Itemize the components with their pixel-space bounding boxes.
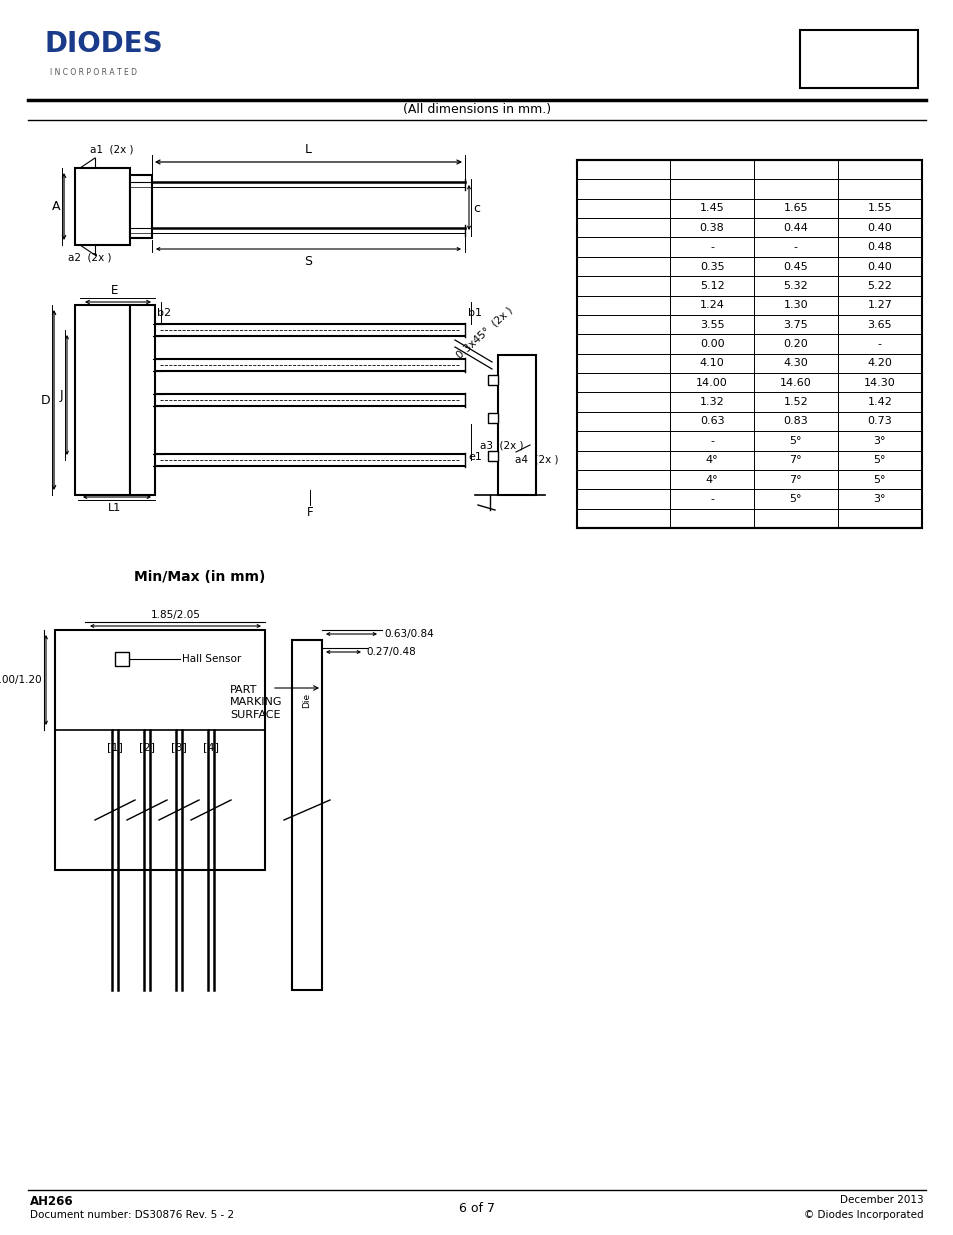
Text: 14.60: 14.60 (780, 378, 811, 388)
Bar (115, 652, 129, 666)
Text: S: S (304, 254, 313, 268)
Text: 5°: 5° (789, 494, 801, 504)
Text: 1.55: 1.55 (866, 204, 891, 214)
Text: D: D (40, 394, 50, 406)
Text: December 2013: December 2013 (840, 1195, 923, 1205)
Text: 14.00: 14.00 (696, 378, 727, 388)
Text: [3]: [3] (171, 742, 187, 752)
Text: 3.55: 3.55 (699, 320, 723, 330)
Bar (292, 640, 322, 990)
Text: a2  (2x ): a2 (2x ) (68, 252, 112, 262)
Text: 3.75: 3.75 (782, 320, 807, 330)
Text: -: - (877, 338, 881, 350)
Bar (130, 175, 152, 238)
Text: 1.65: 1.65 (782, 204, 807, 214)
Text: a4  (2x ): a4 (2x ) (515, 454, 558, 466)
Text: L: L (305, 143, 312, 156)
Text: Hall Sensor: Hall Sensor (182, 655, 241, 664)
Text: 0.00: 0.00 (699, 338, 723, 350)
Text: 4.10: 4.10 (699, 358, 723, 368)
Text: -: - (709, 436, 713, 446)
Text: 0.40: 0.40 (866, 262, 891, 272)
Text: 4°: 4° (705, 456, 718, 466)
Bar (75, 168, 130, 245)
Text: a1  (2x ): a1 (2x ) (90, 144, 133, 156)
Text: 0.44: 0.44 (782, 222, 807, 232)
Text: b1: b1 (468, 308, 481, 317)
Text: 0.3x45°  (2x ): 0.3x45° (2x ) (455, 305, 515, 361)
Text: AH266: AH266 (30, 1195, 73, 1208)
Text: 1.24: 1.24 (699, 300, 723, 310)
Text: 7°: 7° (789, 474, 801, 484)
Text: F: F (306, 506, 313, 519)
Text: DIODES: DIODES (45, 30, 164, 58)
Text: 1.27: 1.27 (866, 300, 891, 310)
Bar (55, 630, 265, 869)
Text: 0.40: 0.40 (866, 222, 891, 232)
Text: 1.32: 1.32 (699, 398, 723, 408)
Text: 5.12: 5.12 (699, 280, 723, 291)
Text: 0.48: 0.48 (866, 242, 891, 252)
Text: 0.83: 0.83 (782, 416, 807, 426)
Text: 4°: 4° (705, 474, 718, 484)
Text: -: - (709, 242, 713, 252)
Text: 1.52: 1.52 (782, 398, 807, 408)
Text: Min/Max (in mm): Min/Max (in mm) (134, 571, 265, 584)
Text: 3°: 3° (873, 436, 885, 446)
Text: 5°: 5° (789, 436, 801, 446)
Text: c: c (473, 201, 479, 215)
Text: e1: e1 (468, 452, 481, 462)
Bar (488, 412, 497, 424)
Text: [4]: [4] (203, 742, 219, 752)
Text: I N C O R P O R A T E D: I N C O R P O R A T E D (50, 68, 137, 77)
Text: 1.45: 1.45 (699, 204, 723, 214)
Text: (All dimensions in mm.): (All dimensions in mm.) (402, 104, 551, 116)
Bar (800, 30, 917, 88)
Bar (75, 305, 130, 495)
Text: A: A (51, 200, 60, 212)
Bar (488, 451, 497, 461)
Text: 1.85/2.05: 1.85/2.05 (151, 610, 201, 620)
Text: E: E (112, 284, 118, 296)
Text: 14.30: 14.30 (863, 378, 895, 388)
Text: 0.73: 0.73 (866, 416, 891, 426)
Text: 3°: 3° (873, 494, 885, 504)
Text: 5.32: 5.32 (782, 280, 807, 291)
Bar (488, 375, 497, 385)
Text: [1]: [1] (107, 742, 123, 752)
Text: 6 of 7: 6 of 7 (458, 1202, 495, 1215)
Text: 0.63/0.84: 0.63/0.84 (384, 629, 434, 638)
Bar (497, 354, 536, 495)
Text: J: J (59, 389, 63, 401)
Text: 0.35: 0.35 (699, 262, 723, 272)
Text: 1.00/1.20: 1.00/1.20 (0, 676, 42, 685)
Bar (577, 161, 921, 529)
Text: © Diodes Incorporated: © Diodes Incorporated (803, 1210, 923, 1220)
Text: 1.42: 1.42 (866, 398, 891, 408)
Text: -: - (793, 242, 797, 252)
Text: 3.65: 3.65 (866, 320, 891, 330)
Text: 5.22: 5.22 (866, 280, 891, 291)
Text: 1.30: 1.30 (782, 300, 807, 310)
Text: [2]: [2] (139, 742, 154, 752)
Text: Document number: DS30876 Rev. 5 - 2: Document number: DS30876 Rev. 5 - 2 (30, 1210, 233, 1220)
Text: 4.30: 4.30 (782, 358, 807, 368)
Text: a3  (2x ): a3 (2x ) (479, 440, 523, 450)
Text: Die: Die (302, 693, 312, 708)
Text: 5°: 5° (873, 474, 885, 484)
Text: 0.38: 0.38 (699, 222, 723, 232)
Text: 0.63: 0.63 (699, 416, 723, 426)
Text: 0.27/0.48: 0.27/0.48 (366, 647, 416, 657)
Text: 0.20: 0.20 (782, 338, 807, 350)
Text: 4.20: 4.20 (866, 358, 891, 368)
Text: 7°: 7° (789, 456, 801, 466)
Text: -: - (709, 494, 713, 504)
Text: PART
MARKING
SURFACE: PART MARKING SURFACE (230, 685, 282, 720)
Text: L1: L1 (109, 503, 121, 513)
Bar (130, 305, 154, 495)
Text: 5°: 5° (873, 456, 885, 466)
Text: b2: b2 (157, 308, 171, 317)
Text: 0.45: 0.45 (782, 262, 807, 272)
